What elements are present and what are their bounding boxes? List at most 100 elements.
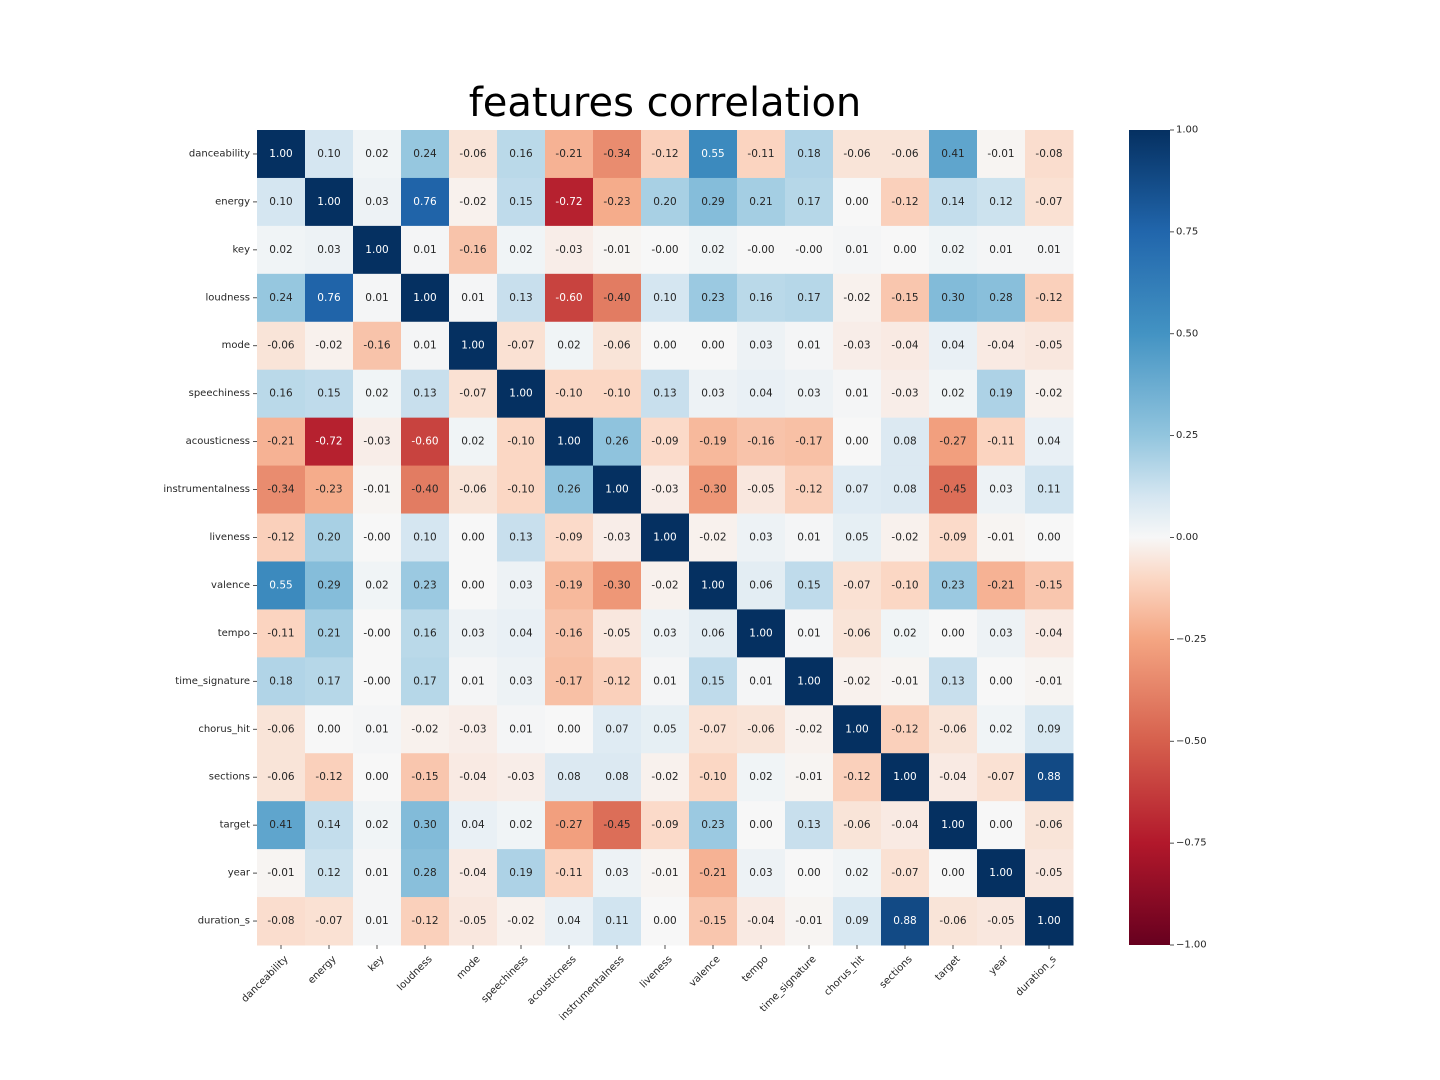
heatmap-cell [977,321,1026,371]
heatmap-cell [1025,609,1074,658]
cell-value-label: 0.01 [365,292,388,304]
cell-value-label: 1.00 [701,579,724,591]
heatmap-cell [641,609,690,658]
cell-value-label: 0.13 [653,388,676,400]
cell-value-label: 0.03 [605,867,628,879]
heatmap-cell [353,465,402,515]
heatmap-cell [593,417,642,467]
heatmap-cell [353,849,402,898]
heatmap-cell [257,369,306,419]
heatmap-cell [593,177,642,227]
cell-value-label: 0.03 [749,340,772,352]
cell-value-label: -0.06 [459,484,486,496]
heatmap-cell [401,753,450,802]
cell-value-label: 1.00 [557,436,580,448]
heatmap-cell [737,705,786,754]
colorbar-tick-label: 1.00 [1176,125,1198,136]
heatmap-cell [545,657,594,706]
cell-value-label: 0.05 [653,723,676,735]
heatmap-cell [881,273,930,323]
cell-value-label: -0.60 [411,436,438,448]
heatmap-cell [977,465,1026,515]
heatmap-cell [545,177,594,227]
heatmap-cell [1025,130,1074,179]
heatmap-cell [641,753,690,802]
cell-value-label: 1.00 [653,532,676,544]
cell-value-label: -0.09 [939,532,966,544]
cell-value-label: -0.72 [555,196,582,208]
heatmap-cell [977,657,1026,706]
heatmap-cell [881,513,930,562]
heatmap-cell [257,753,306,802]
heatmap-cell [929,417,978,467]
cell-value-label: -0.21 [987,579,1014,591]
heatmap-cell [401,513,450,562]
heatmap-cell [593,609,642,658]
heatmap-cell [929,369,978,419]
cell-value-label: -0.01 [891,675,918,687]
heatmap-cell [257,561,306,610]
cell-value-label: -0.01 [363,484,390,496]
heatmap-cell [833,609,882,658]
cell-value-label: 0.00 [557,723,580,735]
heatmap-cell [449,657,498,706]
heatmap-cell [785,561,834,610]
heatmap-cell [545,609,594,658]
heatmap-cell [689,705,738,754]
heatmap-cell [881,225,930,275]
cell-value-label: -0.10 [891,579,918,591]
x-tick-label: loudness [395,954,434,993]
heatmap-cell [1025,321,1074,371]
colorbar-tick-label: −0.75 [1176,838,1207,849]
cell-value-label: 0.29 [317,579,340,591]
cell-value-label: 0.03 [749,867,772,879]
heatmap-cell [881,705,930,754]
heatmap-cell [641,130,690,179]
heatmap-cell [977,177,1026,227]
cell-value-label: 0.20 [653,196,676,208]
cell-value-label: 0.02 [893,627,916,639]
heatmap-cell [497,273,546,323]
heatmap-cell [977,273,1026,323]
y-tick-label: chorus_hit [198,724,250,735]
heatmap-cell [353,609,402,658]
cell-value-label: 0.08 [557,771,580,783]
colorbar-tick-label: 0.00 [1176,532,1198,543]
cell-value-label: 0.41 [269,819,292,831]
heatmap-cell [593,753,642,802]
heatmap-cell [737,465,786,515]
cell-value-label: -0.07 [891,867,918,879]
cell-value-label: -0.03 [507,771,534,783]
cell-value-label: -0.12 [315,771,342,783]
cell-value-label: 0.17 [413,675,436,687]
heatmap-cell [641,465,690,515]
heatmap-cell [833,897,882,946]
cell-value-label: 0.00 [653,340,676,352]
heatmap-cell [689,130,738,179]
heatmap-cell [305,753,354,802]
cell-value-label: 0.55 [701,148,724,160]
cell-value-label: -0.06 [939,723,966,735]
cell-value-label: -0.06 [843,819,870,831]
heatmap-cell [305,273,354,323]
heatmap-cell [833,561,882,610]
heatmap-cell [833,513,882,562]
cell-value-label: -0.16 [555,627,582,639]
heatmap-cell [737,417,786,467]
cell-value-label: 0.00 [701,340,724,352]
heatmap-cell [353,657,402,706]
heatmap-cell [257,225,306,275]
x-tick-label: energy [306,954,338,986]
heatmap-cell [929,801,978,850]
heatmap-cell [257,465,306,515]
cell-value-label: -0.12 [411,915,438,927]
heatmap-cell [497,369,546,419]
heatmap-cell [449,513,498,562]
heatmap-cell [593,705,642,754]
cell-value-label: -0.00 [363,675,390,687]
heatmap-cell [785,130,834,179]
heatmap-cell [689,225,738,275]
heatmap-cell [785,801,834,850]
heatmap-cell [641,417,690,467]
heatmap-cell [929,897,978,946]
